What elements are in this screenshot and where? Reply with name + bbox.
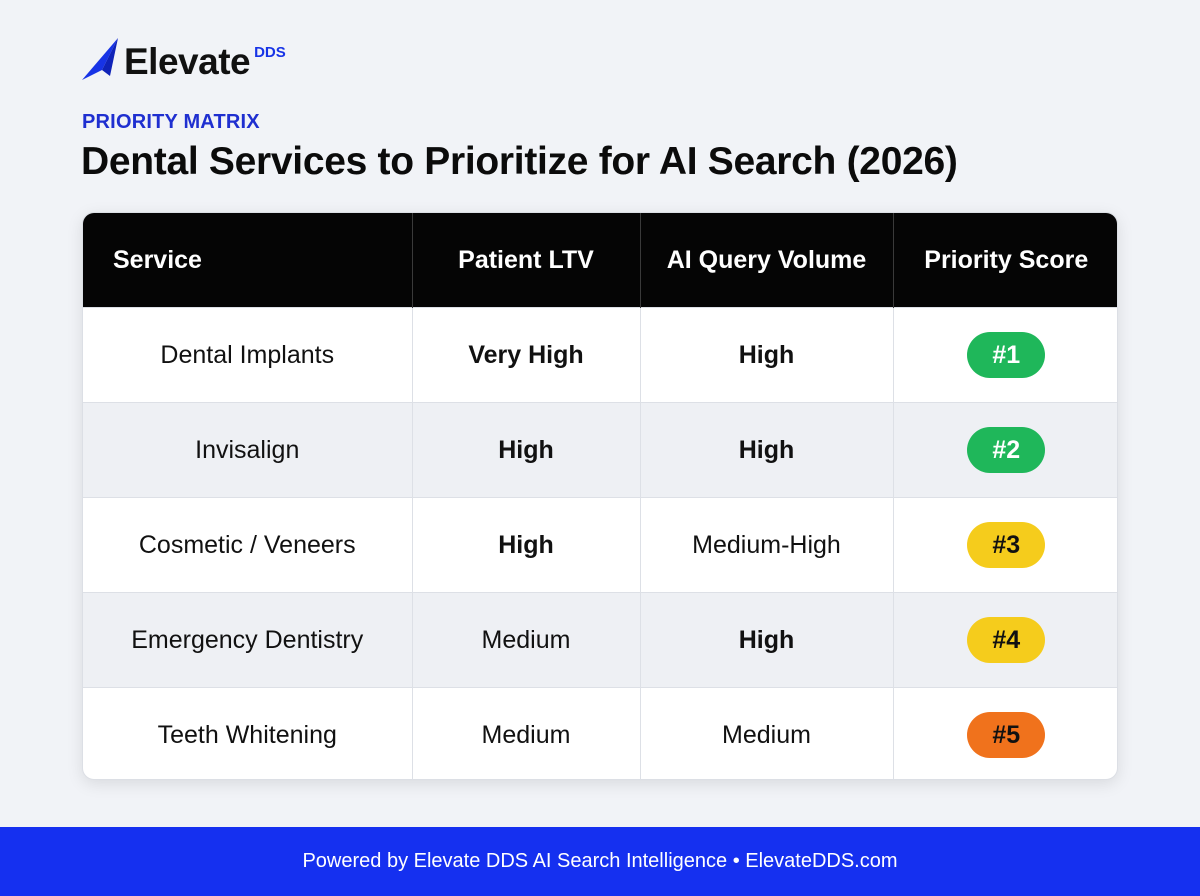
cell-priority-score: #2 [893,402,1117,498]
cell-ai-query-volume: Medium [640,687,894,779]
cell-priority-score: #4 [893,592,1117,688]
page-title: Dental Services to Prioritize for AI Sea… [81,140,958,183]
cell-service: Invisalign [83,402,413,498]
priority-table: Service Patient LTV AI Query Volume Prio… [83,213,1117,779]
column-header-priority-score: Priority Score [893,213,1117,308]
table-row: Dental Implants Very High High #1 [83,307,1117,403]
cell-ai-query-volume: High [640,307,894,403]
brand-suffix: DDS [254,44,286,61]
priority-badge: #2 [967,427,1046,473]
brand-name: Elevate [124,41,251,82]
cell-service: Cosmetic / Veneers [83,497,413,593]
cell-patient-ltv: Medium [412,687,641,779]
cell-ai-query-volume: Medium-High [640,497,894,593]
cell-service: Emergency Dentistry [83,592,413,688]
cell-service: Dental Implants [83,307,413,403]
cell-ai-query-volume: High [640,592,894,688]
cell-patient-ltv: Medium [412,592,641,688]
footer-banner: Powered by Elevate DDS AI Search Intelli… [0,827,1200,896]
cell-priority-score: #5 [893,687,1117,779]
cell-patient-ltv: High [412,497,641,593]
priority-badge: #4 [967,617,1046,663]
table-header-row: Service Patient LTV AI Query Volume Prio… [83,213,1117,308]
brand-logo-lockup: Elevate DDS [80,36,286,84]
table-row: Cosmetic / Veneers High Medium-High #3 [83,497,1117,593]
column-header-service: Service [83,213,413,308]
table-row: Invisalign High High #2 [83,402,1117,498]
priority-table-card: Service Patient LTV AI Query Volume Prio… [82,212,1118,780]
cell-patient-ltv: High [412,402,641,498]
eyebrow-label: PRIORITY MATRIX [82,111,260,133]
cell-priority-score: #1 [893,307,1117,403]
table-row: Emergency Dentistry Medium High #4 [83,592,1117,688]
priority-badge: #5 [967,712,1046,758]
arrow-logo-icon [82,38,118,80]
table-row: Teeth Whitening Medium Medium #5 [83,687,1117,779]
column-header-ai-query-volume: AI Query Volume [640,213,894,308]
cell-service: Teeth Whitening [83,687,413,779]
cell-ai-query-volume: High [640,402,894,498]
column-header-patient-ltv: Patient LTV [412,213,641,308]
priority-badge: #3 [967,522,1046,568]
cell-priority-score: #3 [893,497,1117,593]
priority-badge: #1 [967,332,1046,378]
cell-patient-ltv: Very High [412,307,641,403]
